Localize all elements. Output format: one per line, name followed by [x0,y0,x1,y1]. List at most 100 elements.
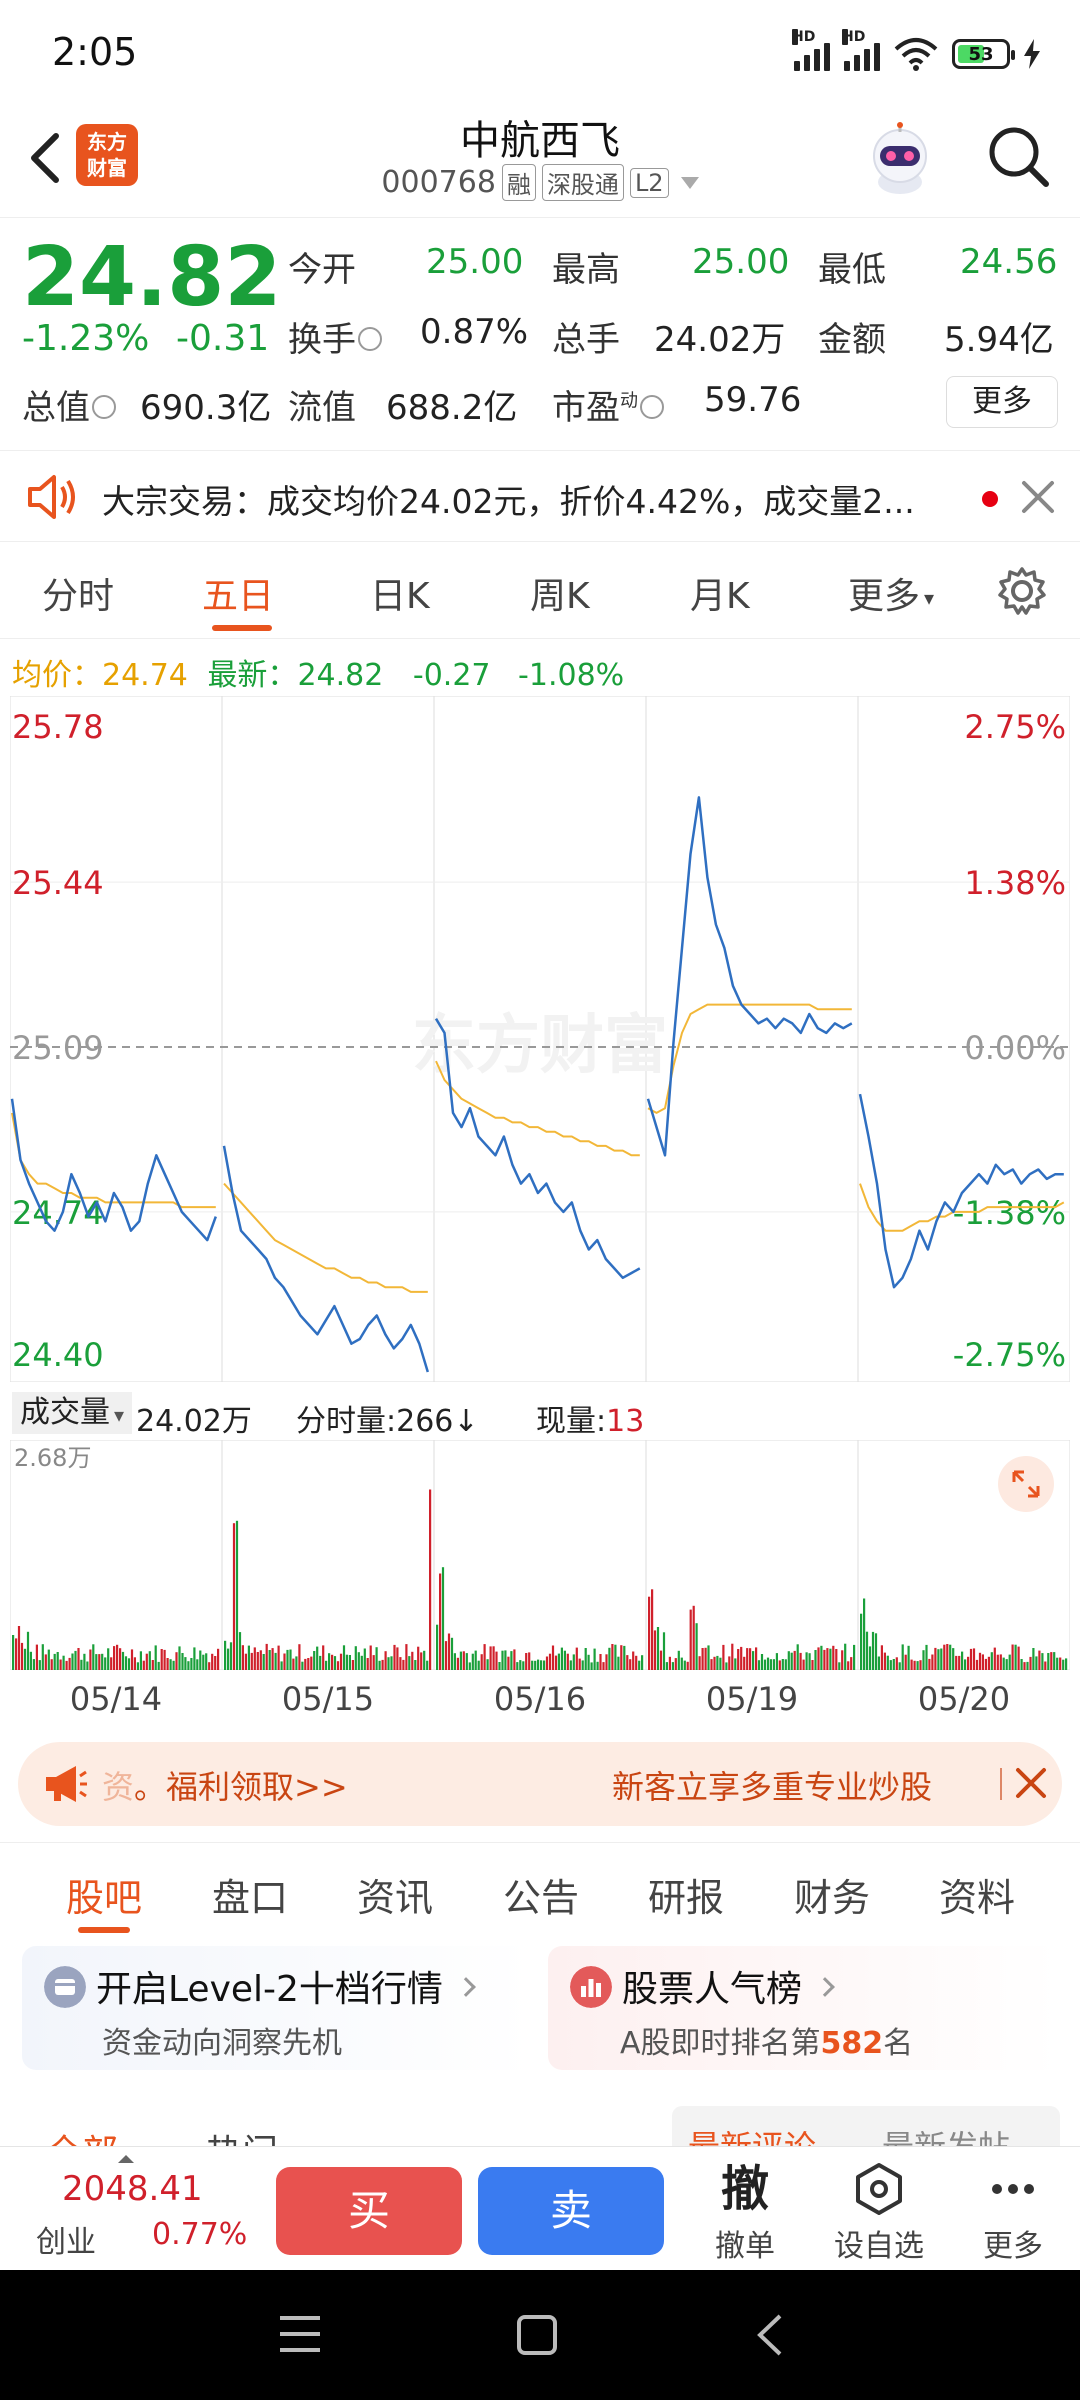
tab-five-day[interactable]: 五日 [202,576,275,617]
rank-suffix: 名 [883,2026,914,2061]
volume-bar [83,1653,86,1670]
y-tick-left: 25.44 [12,864,104,902]
volume-bar [584,1648,587,1670]
tab-research[interactable]: 研报 [647,1876,725,1920]
more-quote-button[interactable]: 更多 [946,376,1058,428]
volume-bar [590,1662,593,1670]
turnover-label[interactable]: 换手 [288,312,382,361]
popularity-card[interactable]: 股票人气榜 A股即时排名第582名 [548,1946,1058,2070]
volume-indicator-select[interactable]: 成交量 ▾ [12,1392,133,1434]
tab-orderbook[interactable]: 盘口 [211,1876,289,1920]
close-icon[interactable] [1020,479,1056,515]
info-icon [358,326,382,351]
filter-hot[interactable]: 热门 [206,2124,278,2146]
volume-bar [214,1656,217,1670]
volume-bar [599,1654,602,1670]
mktcap-label[interactable]: 总值 [22,380,116,429]
volume-bar [689,1609,692,1670]
status-time: 2:05 [52,30,138,74]
volume-bar [716,1655,719,1670]
buy-button[interactable]: 买 [276,2167,462,2255]
tab-news[interactable]: 资讯 [356,1876,434,1920]
index-name[interactable]: 创业 [36,2225,96,2260]
volume-bar [157,1661,160,1670]
volume-bar [659,1650,663,1670]
tab-financials[interactable]: 财务 [793,1876,871,1920]
volume-bar [999,1654,1002,1670]
volume-bar [339,1653,343,1670]
gear-icon[interactable] [996,565,1048,617]
volume-bar [811,1660,814,1670]
volume-bar [393,1644,396,1670]
volume-bar [629,1659,632,1670]
add-watchlist-button[interactable]: 设自选 [824,2161,934,2265]
volume-bar [74,1650,77,1670]
cancel-glyph: 撤 [720,2161,769,2217]
pe-label[interactable]: 市盈动 [552,380,664,429]
back-icon[interactable] [752,2312,788,2358]
volume-bar [949,1644,952,1670]
volume-bar [648,1596,651,1670]
volume-bar [952,1648,955,1670]
search-icon[interactable] [984,122,1054,192]
menu-icon[interactable] [278,2314,322,2354]
volume-bar [286,1649,289,1670]
tab-weekly-k[interactable]: 周K [530,576,590,617]
home-icon[interactable] [516,2314,558,2356]
sort-latest-comment[interactable]: 最新评论 [688,2122,816,2146]
volume-bar [928,1658,931,1670]
volume-bar [459,1651,462,1670]
tab-more[interactable]: 更多 ▾ [848,567,934,619]
logo-line-2: 财富 [87,156,127,180]
promo-banner[interactable]: 资。福利领取>> 新客立享多重专业炒股 [18,1742,1062,1826]
cancel-order-button[interactable]: 撤 撤单 [690,2161,800,2265]
volume-bar [701,1648,704,1670]
volume-bar [674,1658,677,1670]
index-value[interactable]: 2048.41 [62,2169,203,2209]
volume-bar [175,1652,178,1670]
volume-bar [967,1656,970,1670]
volume-bar [145,1653,148,1670]
tab-daily-k[interactable]: 日K [370,576,430,617]
index-percent[interactable]: 0.77% [152,2217,248,2252]
level2-card[interactable]: 开启Level-2十档行情 资金动向洞察先机 [22,1946,532,2070]
eastmoney-logo[interactable]: 东方 财富 [76,124,138,186]
back-arrow-icon[interactable] [20,122,70,192]
volume-bar [617,1656,620,1670]
price-line [222,1145,429,1373]
tab-monthly-k[interactable]: 月K [690,576,750,617]
volume-bar [474,1650,477,1670]
expand-icon[interactable] [998,1456,1054,1512]
volume-bar [333,1656,337,1670]
volume-bar [124,1656,128,1670]
minute-volume: 分时量:266↓ [296,1396,479,1440]
sort-latest-post[interactable]: 最新发帖 [882,2122,1010,2146]
minute-volume-value: 266 [396,1404,454,1439]
change-percent: -1.23% [22,318,150,359]
price-line [10,1098,217,1242]
volume-bar [154,1645,157,1670]
tab-intraday[interactable]: 分时 [42,576,115,617]
robot-assistant-icon[interactable] [860,120,940,200]
close-icon[interactable] [1014,1766,1048,1800]
volume-bar [605,1654,608,1670]
tab-profile[interactable]: 资料 [938,1876,1016,1920]
date-label: 05/19 [705,1680,799,1718]
volume-bar [734,1658,737,1670]
block-trade-notice[interactable]: 大宗交易：成交均价24.02元，折价4.42%，成交量2... [0,450,1080,542]
more-button[interactable]: 更多 [958,2161,1068,2265]
sell-button[interactable]: 卖 [478,2167,664,2255]
volume-bar [41,1644,44,1670]
volume-bar [638,1660,641,1670]
volume-bar [92,1644,95,1670]
volume-bar [808,1653,811,1670]
volume-bar [958,1655,961,1670]
filter-all[interactable]: 全部 [46,2124,118,2146]
tab-guba[interactable]: 股吧 [65,1876,143,1920]
stock-code-row[interactable]: 000768 融 深股通 L2 [0,164,1080,201]
volume-chart[interactable]: 2.68万 [10,1440,1070,1670]
volume-bar [187,1661,190,1670]
tab-announcements[interactable]: 公告 [502,1876,580,1920]
volume-bar [937,1649,940,1670]
